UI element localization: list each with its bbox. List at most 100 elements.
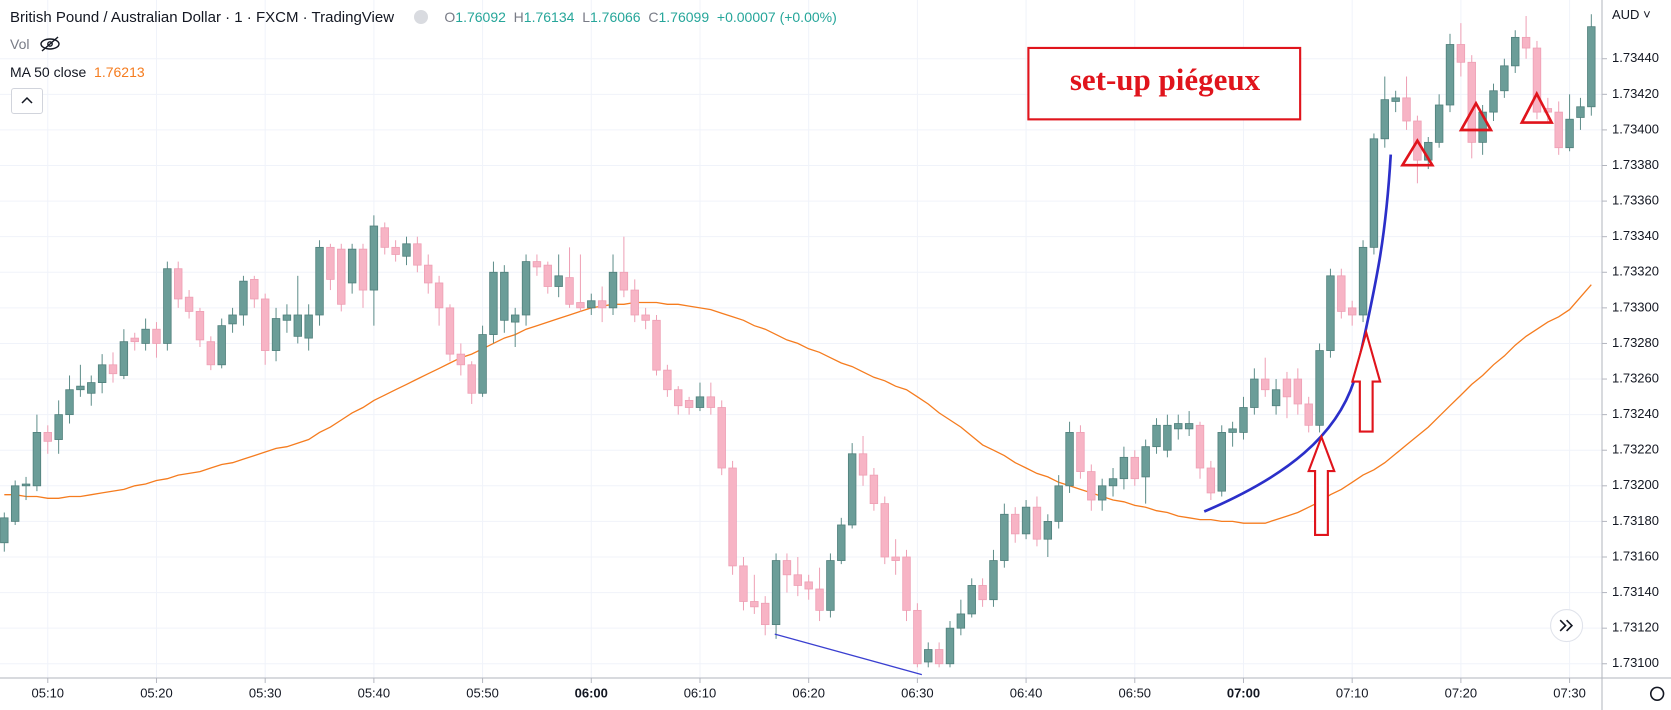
candle-body (641, 314, 650, 321)
candle-body (1347, 307, 1357, 316)
candle-body (565, 277, 574, 305)
y-tick-label: 1.73260 (1612, 370, 1659, 385)
y-tick-label: 1.73320 (1612, 264, 1659, 279)
candle-body (815, 588, 824, 611)
candle-body (434, 282, 444, 309)
candle-body (782, 560, 792, 576)
candle-body (239, 280, 248, 316)
currency-button[interactable]: AUD ˅ (1612, 7, 1651, 22)
candle-body (54, 414, 63, 440)
y-tick-label: 1.73420 (1612, 86, 1659, 101)
candle-body (184, 296, 194, 312)
candle-body (206, 341, 216, 366)
candle-body (1282, 378, 1292, 398)
candle-body (293, 314, 302, 337)
y-tick-label: 1.73280 (1612, 335, 1659, 350)
candle-body (250, 278, 259, 300)
settings-icon[interactable] (1649, 686, 1665, 701)
candle-body (1587, 26, 1596, 108)
candle-body (1217, 432, 1226, 492)
triangle-marker (1458, 100, 1494, 132)
trend-curve (1203, 154, 1393, 513)
candle-body (413, 243, 422, 266)
x-tick-label: 05:20 (140, 685, 173, 700)
scroll-icon (1559, 619, 1574, 632)
y-tick-label: 1.73360 (1612, 193, 1659, 208)
volume-label: Vol (10, 36, 30, 52)
candle-body (21, 483, 31, 487)
ohlc-label: O (444, 9, 456, 25)
candle-body (684, 399, 694, 408)
candle-body (793, 574, 803, 586)
candle-body (1108, 478, 1118, 487)
x-tick-label: 07:20 (1445, 685, 1478, 700)
x-tick-label: 07:00 (1227, 685, 1260, 700)
candle-body (674, 389, 683, 407)
candle-body (967, 585, 976, 615)
candle-body (402, 243, 411, 257)
candle-body (1141, 446, 1150, 478)
candle-body (739, 565, 748, 602)
collapse-button[interactable] (11, 88, 43, 114)
candle-body (1500, 65, 1509, 92)
y-tick-label: 1.73160 (1612, 548, 1659, 563)
candle-body (521, 261, 531, 316)
y-tick-label: 1.73220 (1612, 442, 1659, 457)
candle-body (1380, 99, 1389, 140)
candle-body (163, 268, 172, 344)
ohlc-legend: O1.76092 H1.76134 L1.76066 C1.76099 +0.0… (444, 9, 836, 25)
candle-body (1511, 36, 1520, 67)
candle-body (587, 300, 596, 309)
candle-body (228, 314, 237, 325)
candle-body (597, 300, 607, 309)
candle-body (1021, 506, 1031, 535)
x-tick-label: 07:10 (1336, 685, 1369, 700)
candle-body (1369, 138, 1379, 248)
x-tick-label: 05:50 (466, 685, 499, 700)
candle-body (1358, 246, 1368, 316)
candle-body (532, 261, 542, 268)
candle-body (1261, 378, 1270, 391)
candle-body (1097, 485, 1107, 501)
ma-label: MA 50 close (10, 64, 87, 80)
candle-body (478, 334, 487, 394)
candle-body (500, 271, 509, 321)
candle-body (358, 248, 368, 291)
candle-body (1228, 428, 1237, 433)
hidden-icon[interactable] (39, 36, 61, 52)
candle-body (1119, 456, 1129, 480)
ohlc-value: 1.76134 (523, 9, 575, 25)
annotation-text: set-up piégeux (1069, 62, 1261, 97)
candle-body (1402, 97, 1411, 122)
x-tick-label: 05:10 (32, 685, 65, 700)
change: +0.00007 (+0.00%) (716, 9, 837, 25)
ohlc-value: 1.76066 (589, 9, 641, 25)
candle-body (108, 364, 118, 375)
candle-body (847, 453, 857, 526)
candle-body (510, 314, 520, 323)
ma-legend: MA 50 close 1.76213 (10, 64, 145, 80)
candle-body (608, 271, 618, 309)
triangle-marker (1400, 138, 1435, 167)
candle-body (924, 649, 933, 663)
candle-body (1250, 378, 1259, 408)
candle-body (1000, 513, 1009, 561)
candle-body (43, 432, 52, 442)
y-tick-label: 1.73440 (1612, 50, 1659, 65)
y-tick-label: 1.73300 (1612, 299, 1659, 314)
candle-body (76, 385, 85, 391)
candle-body (750, 601, 759, 608)
candle-body (652, 319, 661, 371)
candle-body (1054, 485, 1063, 522)
candle-body (152, 328, 161, 344)
candle-body (337, 248, 346, 305)
candle-body (10, 485, 20, 522)
candle-body (304, 314, 313, 339)
x-tick-label: 06:50 (1119, 685, 1152, 700)
ohlc-label: C (648, 9, 659, 25)
y-tick-label: 1.73120 (1612, 620, 1659, 635)
candle-body (97, 364, 107, 383)
candle-body (989, 560, 998, 601)
candle-body (663, 369, 672, 391)
